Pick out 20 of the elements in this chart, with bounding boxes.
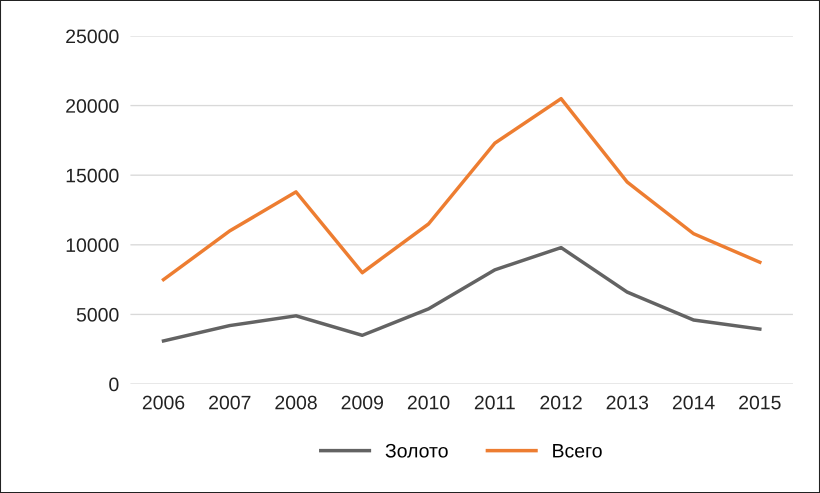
y-tick-label: 5000 (76, 308, 119, 322)
x-tick-label: 2013 (606, 396, 648, 410)
legend-label: Золото (386, 444, 448, 458)
legend-label: Всего (553, 444, 602, 458)
y-tick-label: 25000 (66, 29, 119, 44)
x-tick-label: 2010 (408, 396, 450, 410)
x-tick-label: 2009 (342, 396, 383, 410)
x-tick-label: 2006 (142, 396, 184, 410)
y-tick-label: 15000 (66, 168, 119, 182)
line-series (162, 96, 762, 282)
x-tick-label: 2008 (275, 396, 317, 410)
line-series (162, 246, 762, 343)
y-tick-label: 0 (109, 378, 119, 392)
x-tick-label: 2015 (739, 396, 781, 410)
x-tick-label: 2014 (672, 396, 715, 410)
y-tick-label: 20000 (66, 99, 119, 113)
x-tick-label: 2011 (474, 396, 515, 410)
x-tick-label: 2012 (540, 396, 582, 410)
x-tick-label: 2007 (209, 396, 250, 410)
y-tick-label: 10000 (66, 238, 119, 252)
